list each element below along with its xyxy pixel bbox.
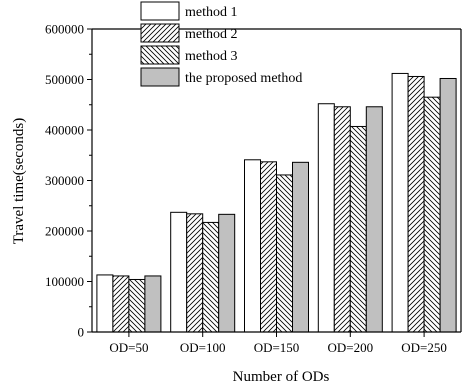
bar-od-100-method-2 [186,213,204,333]
legend-label-method-1: method 1 [185,5,238,20]
legend-label-method-2: method 2 [185,27,238,42]
x-tick-label-od-200: OD=200 [327,340,373,355]
bar-od-250-the-proposed-method [439,77,457,333]
bar-od-150-the-proposed-method [292,161,309,333]
legend-swatch-method-1 [140,1,180,21]
bar-od-150-method-1 [244,159,261,333]
bars-group [96,72,457,333]
bar-od-150-method-3 [276,174,293,333]
x-tick-label-od-50: OD=50 [109,340,148,355]
bar-od-50-method-2 [112,275,130,333]
legend: method 1 method 2 method 3 the proposed met… [140,1,302,87]
bar-od-100-method-1 [170,211,188,333]
bar-od-250-method-3 [423,96,441,333]
legend-label-method-3: method 3 [185,49,238,64]
y-tick-label-400000: 400000 [45,123,84,138]
legend-swatch-method-3 [140,45,180,65]
x-tick-label-od-150: OD=150 [254,340,300,355]
y-tick-label-600000: 600000 [45,22,84,37]
y-tick-label-500000: 500000 [45,72,84,87]
y-axis-title: Travel time(seconds) [11,118,27,245]
bar-od-50-the-proposed-method [144,275,162,333]
axes-group: 0 100000 200000 300000 400000 500000 600000 OD=… [45,22,462,355]
bar-od-200-method-1 [317,103,335,333]
x-tick-label-od-250: OD=250 [401,340,447,355]
y-tick-label-200000: 200000 [45,224,84,239]
bar-od-50-method-1 [96,274,114,333]
bar-od-150-method-2 [260,161,277,333]
x-tick-label-od-100: OD=100 [180,340,226,355]
bar-od-50-method-3 [128,278,146,333]
bar-od-100-method-3 [202,221,220,333]
legend-swatch-method-2 [140,23,180,43]
x-axis-title: Number of ODs [233,369,330,385]
legend-label-the-proposed-method: the proposed method [185,71,302,86]
bar-od-250-method-1 [391,72,409,333]
y-tick-label-300000: 300000 [45,173,84,188]
bar-od-100-the-proposed-method [218,213,236,333]
bar-od-200-method-2 [333,106,351,333]
bar-od-200-method-3 [349,125,367,333]
legend-swatch-the-proposed-method [140,67,180,87]
bar-od-250-method-2 [407,75,425,333]
y-tick-label-0: 0 [78,325,85,340]
bar-od-200-the-proposed-method [365,106,383,333]
y-tick-label-100000: 100000 [45,274,84,289]
